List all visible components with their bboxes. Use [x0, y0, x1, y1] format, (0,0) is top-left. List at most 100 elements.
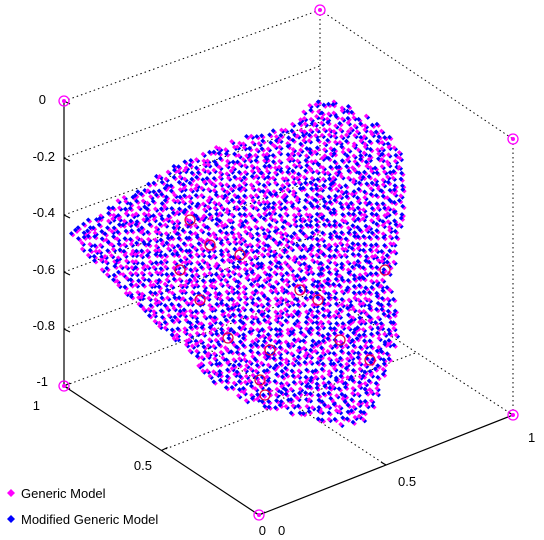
modified-generic-model-point: [199, 308, 205, 314]
landmark-circle: [259, 389, 271, 401]
modified-generic-model-point: [259, 327, 265, 332]
generic-model-point: [316, 213, 322, 218]
modified-generic-model-point: [290, 247, 296, 253]
generic-model-point: [362, 141, 368, 147]
modified-generic-model-point: [298, 254, 303, 260]
generic-model-point: [266, 265, 272, 271]
modified-generic-model-point: [310, 282, 316, 288]
generic-model-point: [334, 195, 340, 200]
generic-model-point: [279, 285, 285, 291]
generic-model-point: [308, 134, 314, 140]
generic-model-point: [289, 326, 295, 332]
generic-model-point: [193, 186, 199, 192]
modified-generic-model-point: [181, 307, 187, 313]
generic-model-point: [380, 182, 386, 188]
modified-generic-model-point: [368, 264, 374, 269]
modified-generic-model-point: [148, 289, 153, 295]
generic-model-point: [308, 127, 314, 133]
modified-generic-model-point: [387, 248, 393, 254]
modified-generic-model-point: [320, 338, 326, 344]
modified-generic-model-point: [346, 211, 352, 216]
generic-model-point: [298, 147, 304, 153]
modified-generic-model-point: [232, 246, 238, 252]
modified-generic-model-point: [175, 252, 180, 257]
modified-generic-model-point: [195, 201, 201, 207]
modified-generic-model-point: [326, 380, 332, 385]
modified-generic-model-point: [180, 228, 186, 233]
modified-generic-model-point: [367, 200, 373, 206]
modified-generic-model-point: [193, 338, 199, 344]
landmark-circle: [364, 354, 376, 366]
generic-model-point: [194, 296, 200, 302]
modified-generic-model-point: [162, 303, 168, 308]
generic-model-point: [249, 163, 255, 169]
modified-generic-model-point: [242, 307, 248, 313]
generic-model-point: [217, 296, 223, 302]
modified-generic-model-point: [327, 253, 333, 259]
generic-model-point: [319, 374, 325, 380]
modified-generic-model-point: [158, 175, 164, 181]
generic-model-point: [368, 201, 374, 207]
generic-model-point: [301, 332, 307, 338]
modified-generic-model-point: [243, 248, 249, 254]
generic-model-point: [225, 158, 230, 164]
modified-generic-model-point: [314, 320, 320, 325]
modified-generic-model-point: [381, 234, 387, 240]
modified-generic-model-point: [363, 214, 369, 219]
generic-model-point: [261, 240, 267, 246]
modified-generic-model-point: [146, 242, 152, 247]
generic-model-point: [260, 333, 266, 339]
modified-generic-model-point: [300, 133, 306, 138]
generic-model-point: [303, 361, 309, 367]
generic-model-point: [151, 216, 157, 222]
modified-generic-model-point: [321, 391, 327, 397]
generic-model-point: [151, 312, 157, 318]
generic-model-point: [303, 262, 309, 268]
modified-generic-model-point: [241, 175, 247, 180]
generic-model-point: [294, 198, 300, 203]
modified-generic-model-point: [358, 409, 364, 415]
generic-model-point: [207, 232, 213, 238]
modified-generic-model-point: [348, 302, 354, 308]
generic-model-point: [290, 121, 295, 127]
generic-model-point: [271, 188, 277, 194]
generic-model-point: [232, 364, 238, 370]
modified-generic-model-point: [339, 144, 345, 150]
modified-generic-model-point: [351, 211, 356, 217]
generic-model-point: [146, 207, 152, 213]
modified-generic-model-point: [391, 320, 396, 326]
modified-generic-model-point: [171, 225, 177, 231]
modified-generic-model-point: [248, 348, 254, 354]
generic-model-point: [314, 169, 320, 174]
modified-generic-model-point: [385, 308, 391, 314]
modified-generic-model-point: [225, 367, 230, 373]
modified-generic-model-point: [249, 319, 255, 325]
generic-model-point: [337, 183, 342, 189]
modified-generic-model-point: [223, 317, 229, 323]
modified-generic-model-point: [315, 279, 321, 285]
generic-model-point: [360, 301, 366, 306]
generic-model-point: [332, 242, 338, 247]
generic-model-point: [200, 251, 205, 257]
modified-generic-model-point: [164, 183, 170, 188]
generic-model-point: [87, 241, 93, 247]
generic-model-point: [302, 121, 308, 127]
generic-model-point: [199, 237, 204, 243]
modified-generic-model-point: [352, 230, 358, 236]
modified-generic-model-point: [374, 121, 380, 127]
modified-generic-model-point: [152, 290, 158, 296]
modified-generic-model-point: [392, 183, 398, 189]
box-corner-marker-dot: [511, 137, 515, 141]
modified-generic-model-point: [332, 326, 337, 331]
modified-generic-model-point: [380, 130, 386, 135]
generic-model-point: [223, 345, 228, 351]
modified-generic-model-point: [242, 212, 248, 217]
modified-generic-model-point: [296, 237, 302, 243]
generic-model-point: [279, 217, 285, 223]
modified-generic-model-point: [320, 333, 326, 339]
generic-model-point: [322, 153, 328, 159]
generic-model-point: [237, 234, 243, 240]
modified-generic-model-point: [272, 378, 278, 384]
modified-generic-model-point: [191, 212, 197, 218]
generic-model-point: [162, 258, 168, 263]
